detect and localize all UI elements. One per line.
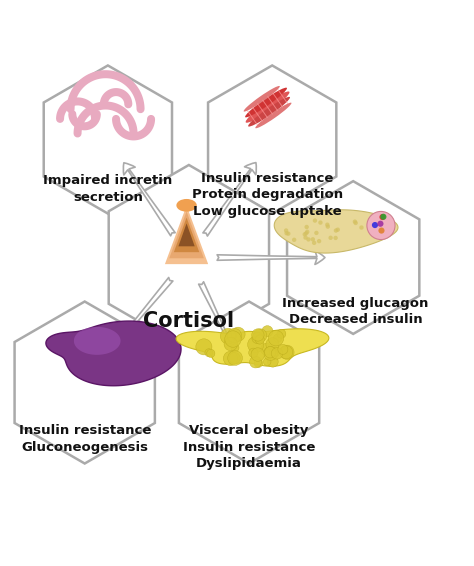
Circle shape	[354, 221, 358, 225]
Circle shape	[292, 238, 296, 242]
Circle shape	[304, 231, 309, 235]
Polygon shape	[15, 302, 155, 464]
Circle shape	[231, 327, 245, 341]
Circle shape	[280, 346, 293, 359]
Circle shape	[312, 241, 316, 245]
Circle shape	[249, 356, 261, 368]
Text: Cortisol: Cortisol	[143, 311, 235, 331]
Circle shape	[268, 331, 284, 346]
Circle shape	[378, 228, 384, 234]
Circle shape	[280, 345, 294, 359]
Polygon shape	[274, 210, 398, 253]
Ellipse shape	[246, 92, 290, 123]
Circle shape	[302, 232, 307, 237]
Circle shape	[249, 348, 258, 358]
Circle shape	[310, 237, 315, 242]
Circle shape	[231, 344, 239, 352]
Polygon shape	[109, 165, 269, 350]
Circle shape	[303, 235, 308, 240]
Circle shape	[267, 357, 278, 367]
Circle shape	[266, 338, 279, 351]
Circle shape	[313, 218, 317, 223]
Circle shape	[359, 225, 364, 230]
Circle shape	[252, 332, 263, 344]
Circle shape	[314, 231, 319, 235]
Polygon shape	[208, 66, 337, 213]
Circle shape	[251, 348, 264, 361]
Circle shape	[306, 237, 310, 242]
Circle shape	[220, 328, 236, 344]
Circle shape	[228, 351, 243, 366]
Circle shape	[379, 214, 385, 220]
Polygon shape	[165, 206, 208, 264]
Circle shape	[325, 222, 329, 227]
Circle shape	[336, 228, 340, 232]
Polygon shape	[169, 212, 204, 258]
Polygon shape	[178, 224, 195, 246]
Polygon shape	[176, 329, 329, 366]
Circle shape	[271, 348, 283, 359]
Circle shape	[277, 329, 286, 338]
Polygon shape	[174, 218, 199, 252]
Circle shape	[372, 222, 378, 228]
Circle shape	[227, 328, 242, 343]
Circle shape	[333, 235, 338, 240]
Circle shape	[278, 344, 288, 354]
Circle shape	[223, 351, 238, 366]
Circle shape	[305, 230, 310, 234]
Text: Insulin resistance
Gluconeogenesis: Insulin resistance Gluconeogenesis	[18, 424, 151, 454]
Polygon shape	[287, 181, 419, 334]
Circle shape	[254, 359, 263, 367]
Polygon shape	[46, 321, 181, 386]
Ellipse shape	[176, 199, 197, 212]
Circle shape	[255, 335, 264, 344]
Ellipse shape	[255, 102, 292, 128]
Circle shape	[264, 346, 277, 361]
Circle shape	[284, 231, 289, 235]
Text: Impaired incretin
secretion: Impaired incretin secretion	[43, 174, 173, 204]
Circle shape	[254, 329, 267, 342]
Circle shape	[262, 325, 273, 337]
Circle shape	[247, 336, 264, 353]
Circle shape	[264, 358, 271, 366]
Circle shape	[328, 235, 333, 240]
Circle shape	[224, 337, 237, 351]
Circle shape	[326, 224, 330, 229]
Circle shape	[207, 349, 215, 358]
Circle shape	[353, 220, 357, 224]
Circle shape	[196, 339, 212, 355]
Circle shape	[304, 225, 309, 229]
Circle shape	[264, 346, 276, 358]
Circle shape	[261, 343, 273, 355]
Circle shape	[229, 353, 240, 364]
Circle shape	[284, 228, 288, 233]
Circle shape	[205, 349, 213, 357]
Ellipse shape	[248, 97, 290, 127]
Circle shape	[377, 221, 383, 227]
Ellipse shape	[244, 86, 280, 112]
Circle shape	[334, 228, 338, 233]
Polygon shape	[179, 302, 319, 464]
Circle shape	[270, 347, 280, 357]
Circle shape	[367, 212, 395, 239]
Circle shape	[318, 220, 323, 225]
Polygon shape	[44, 66, 172, 213]
Text: Increased glucagon
Decreased insulin: Increased glucagon Decreased insulin	[283, 297, 428, 327]
Circle shape	[252, 329, 264, 341]
Circle shape	[317, 239, 321, 243]
Circle shape	[273, 334, 282, 342]
Circle shape	[380, 214, 386, 220]
Circle shape	[286, 231, 291, 236]
Text: Visceral obesity
Insulin resistance
Dyslipidaemia: Visceral obesity Insulin resistance Dysl…	[183, 424, 315, 470]
Text: Insulin resistance
Protein degradation
Low glucose uptake: Insulin resistance Protein degradation L…	[192, 172, 343, 218]
Circle shape	[225, 331, 241, 348]
Ellipse shape	[245, 88, 287, 117]
Polygon shape	[74, 327, 120, 355]
